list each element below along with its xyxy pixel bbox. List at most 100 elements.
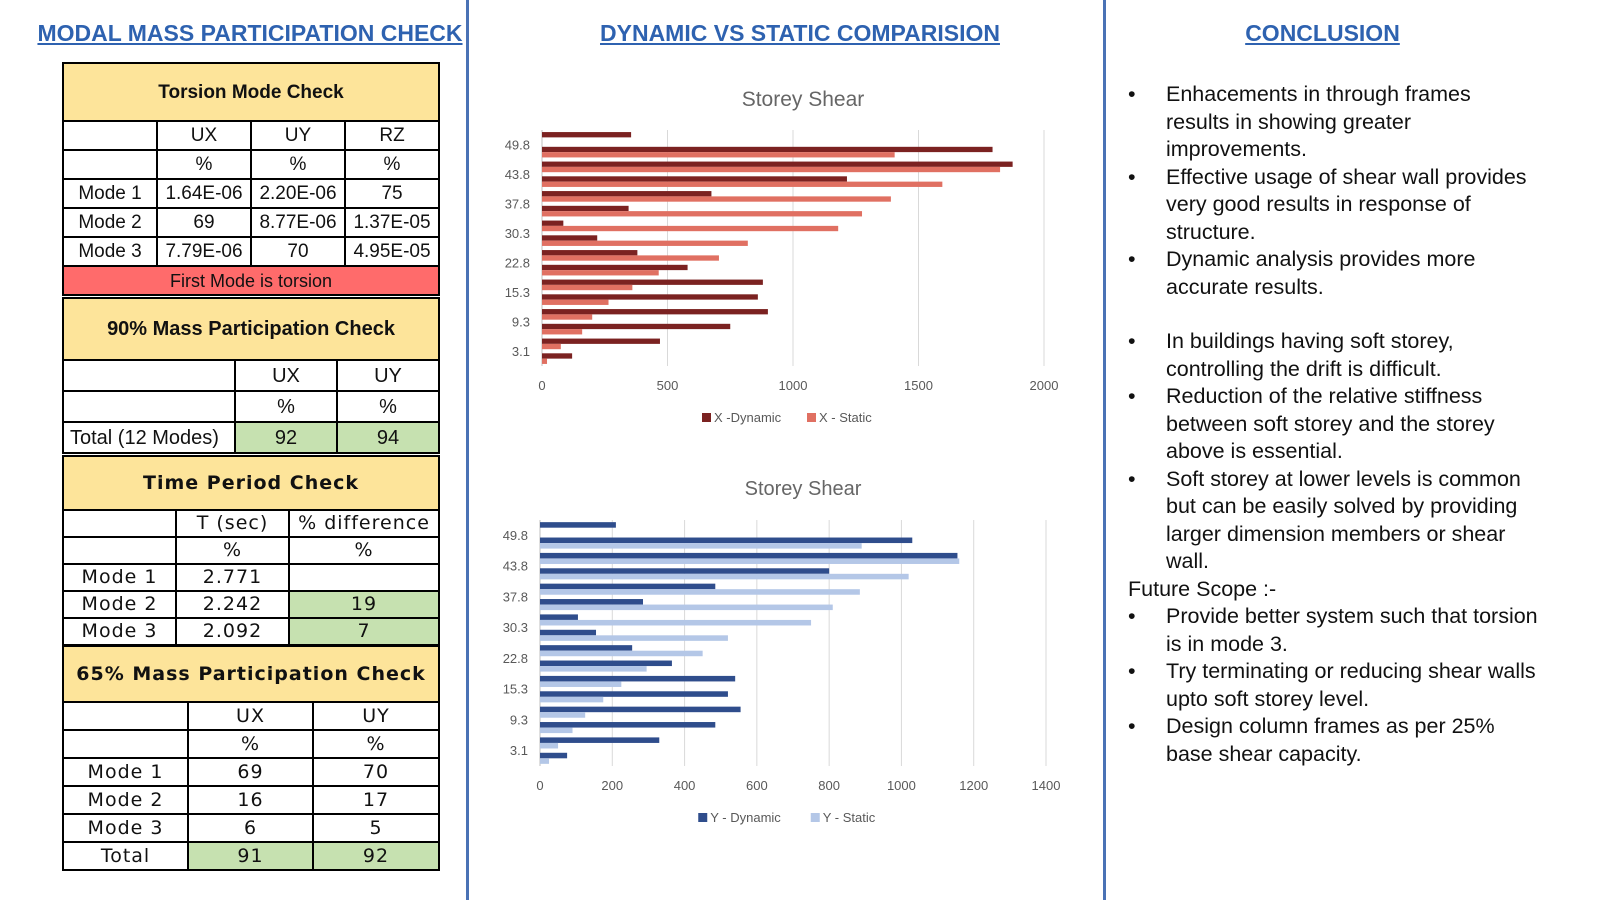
heading-modal-mass: MODAL MASS PARTICIPATION CHECK — [37, 20, 463, 46]
bar — [540, 614, 578, 620]
x-tick-label: 1400 — [1032, 778, 1061, 793]
x-tick-label: 500 — [657, 378, 679, 393]
empty-cell — [62, 390, 236, 423]
bar — [542, 353, 573, 359]
mass65-title: 65% Mass Participation Check — [61, 645, 441, 703]
bullet-icon: • — [1128, 329, 1136, 353]
unit-cell: % — [250, 149, 346, 180]
x-tick-label: 1200 — [959, 778, 988, 793]
bar — [542, 235, 598, 241]
bullet-icon: • — [1128, 164, 1136, 189]
torsion-table: Torsion Mode Check UX UY RZ %%% Mode 1 1.64… — [61, 62, 441, 296]
bar — [540, 696, 604, 703]
period-value: 2.242 — [175, 590, 290, 619]
bar — [542, 191, 712, 197]
bar — [542, 270, 659, 276]
x-tick-label: 1000 — [887, 778, 916, 793]
x-tick-label: 800 — [818, 778, 840, 793]
bar — [542, 211, 863, 217]
mass90-table: 90% Mass Participation Check UX UY %% Tot… — [61, 297, 441, 454]
unit-cell: % — [234, 390, 338, 423]
mass90-title: 90% Mass Participation Check — [61, 297, 441, 361]
unit-cell: % — [156, 149, 252, 180]
conclusion-text: Effective usage of shear wall provides v… — [1166, 164, 1527, 244]
y-tick-label: 43.8 — [503, 559, 528, 574]
bar — [542, 299, 609, 305]
total-uy: 92 — [311, 841, 441, 871]
bar — [540, 619, 812, 626]
row-label: Mode 2 — [62, 590, 177, 619]
value-cell: 16 — [187, 785, 314, 815]
bar — [540, 552, 958, 559]
value-cell: 6 — [187, 813, 314, 843]
bar — [542, 329, 583, 335]
bar — [542, 146, 993, 153]
unit-cell: % — [187, 729, 314, 759]
bar — [540, 604, 833, 611]
bar — [540, 681, 622, 687]
future-point: • Design column frames as per 25% base sh… — [1128, 713, 1538, 768]
period-value: 2.092 — [175, 617, 290, 646]
legend-swatch — [810, 813, 820, 822]
bar — [540, 752, 568, 759]
unit-cell: % — [311, 729, 441, 759]
bar — [540, 650, 703, 657]
bar — [540, 558, 960, 564]
y-tick-label: 15.3 — [505, 285, 530, 300]
bar — [540, 737, 660, 743]
torsion-note: First Mode is torsion — [61, 265, 441, 296]
bullet-icon: • — [1128, 384, 1136, 408]
col-header: T (sec) — [175, 509, 290, 538]
empty-cell — [62, 536, 177, 565]
row-label: Mode 3 — [62, 617, 177, 646]
spacer — [1128, 301, 1538, 328]
bar — [540, 645, 633, 651]
y-tick-label: 49.8 — [505, 137, 530, 152]
bar — [542, 294, 758, 300]
y-tick-label: 3.1 — [512, 344, 530, 359]
bar — [542, 220, 564, 226]
value-cell: 8.77E-06 — [250, 207, 346, 238]
row-label: Mode 3 — [62, 813, 189, 843]
future-text: Design column frames as per 25% base she… — [1166, 714, 1495, 766]
conclusion-point: • In buildings having soft storey, contro… — [1128, 328, 1538, 383]
row-label: Mode 2 — [62, 207, 158, 238]
bar — [540, 522, 616, 528]
total-uy: 94 — [335, 421, 441, 454]
bar — [540, 712, 586, 718]
value-cell: 69 — [156, 207, 252, 238]
bar — [542, 166, 1001, 173]
bar — [542, 323, 731, 330]
empty-cell — [62, 359, 236, 392]
bar — [542, 152, 895, 158]
bullet-icon: • — [1128, 82, 1136, 106]
total-label: Total — [62, 841, 189, 871]
chart-title: Storey Shear — [742, 88, 865, 111]
x-tick-label: 1000 — [779, 378, 808, 393]
bar — [542, 196, 891, 202]
bar — [542, 240, 748, 246]
bar — [542, 264, 688, 271]
value-cell: 70 — [311, 757, 441, 787]
empty-cell — [62, 729, 189, 759]
total-ux: 92 — [234, 421, 338, 454]
value-cell: 17 — [311, 785, 441, 815]
x-tick-label: 0 — [538, 378, 545, 393]
legend-label: X - Static — [819, 410, 872, 425]
bar — [542, 176, 847, 182]
y-tick-label: 37.8 — [505, 196, 530, 211]
value-cell: 75 — [343, 178, 441, 209]
heading-conclusion: CONCLUSION — [1245, 20, 1400, 46]
col-header: UY — [335, 359, 441, 392]
y-tick-label: 30.3 — [503, 620, 528, 635]
y-tick-label: 49.8 — [503, 528, 528, 543]
y-tick-label: 43.8 — [505, 167, 530, 182]
bar — [540, 635, 728, 641]
conclusion-point: • Dynamic analysis provides more accurate… — [1128, 246, 1538, 301]
conclusion-point: • Effective usage of shear wall provides … — [1128, 164, 1538, 247]
empty-cell — [62, 120, 158, 151]
future-text: Provide better system such that torsion … — [1166, 604, 1538, 656]
bar — [540, 706, 741, 713]
value-cell: 1.64E-06 — [156, 178, 252, 209]
y-tick-label: 9.3 — [512, 314, 530, 329]
